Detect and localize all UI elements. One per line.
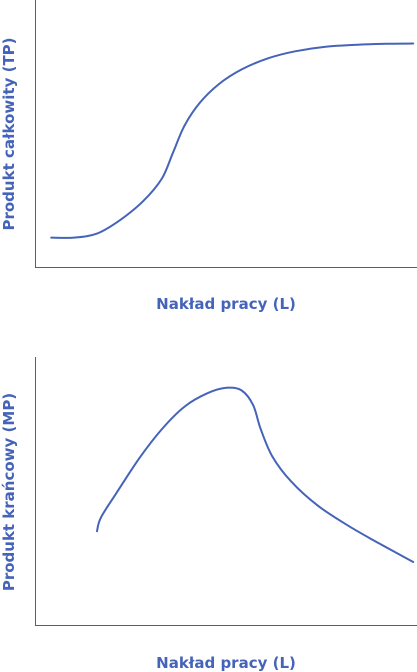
total-product-chart: Produkt całkowity (TP) Nakład pracy (L) bbox=[0, 0, 417, 313]
y-axis-label: Produkt całkowity (TP) bbox=[0, 37, 18, 230]
x-axis-label: Nakład pracy (L) bbox=[156, 654, 296, 672]
marginal-product-curve bbox=[96, 386, 415, 563]
marginal-product-chart: Produkt krańcowy (MP) Nakład pracy (L) bbox=[0, 357, 417, 672]
x-axis-label: Nakład pracy (L) bbox=[156, 295, 296, 313]
total-product-curve bbox=[50, 42, 415, 239]
y-axis-label: Produkt krańcowy (MP) bbox=[0, 393, 18, 591]
